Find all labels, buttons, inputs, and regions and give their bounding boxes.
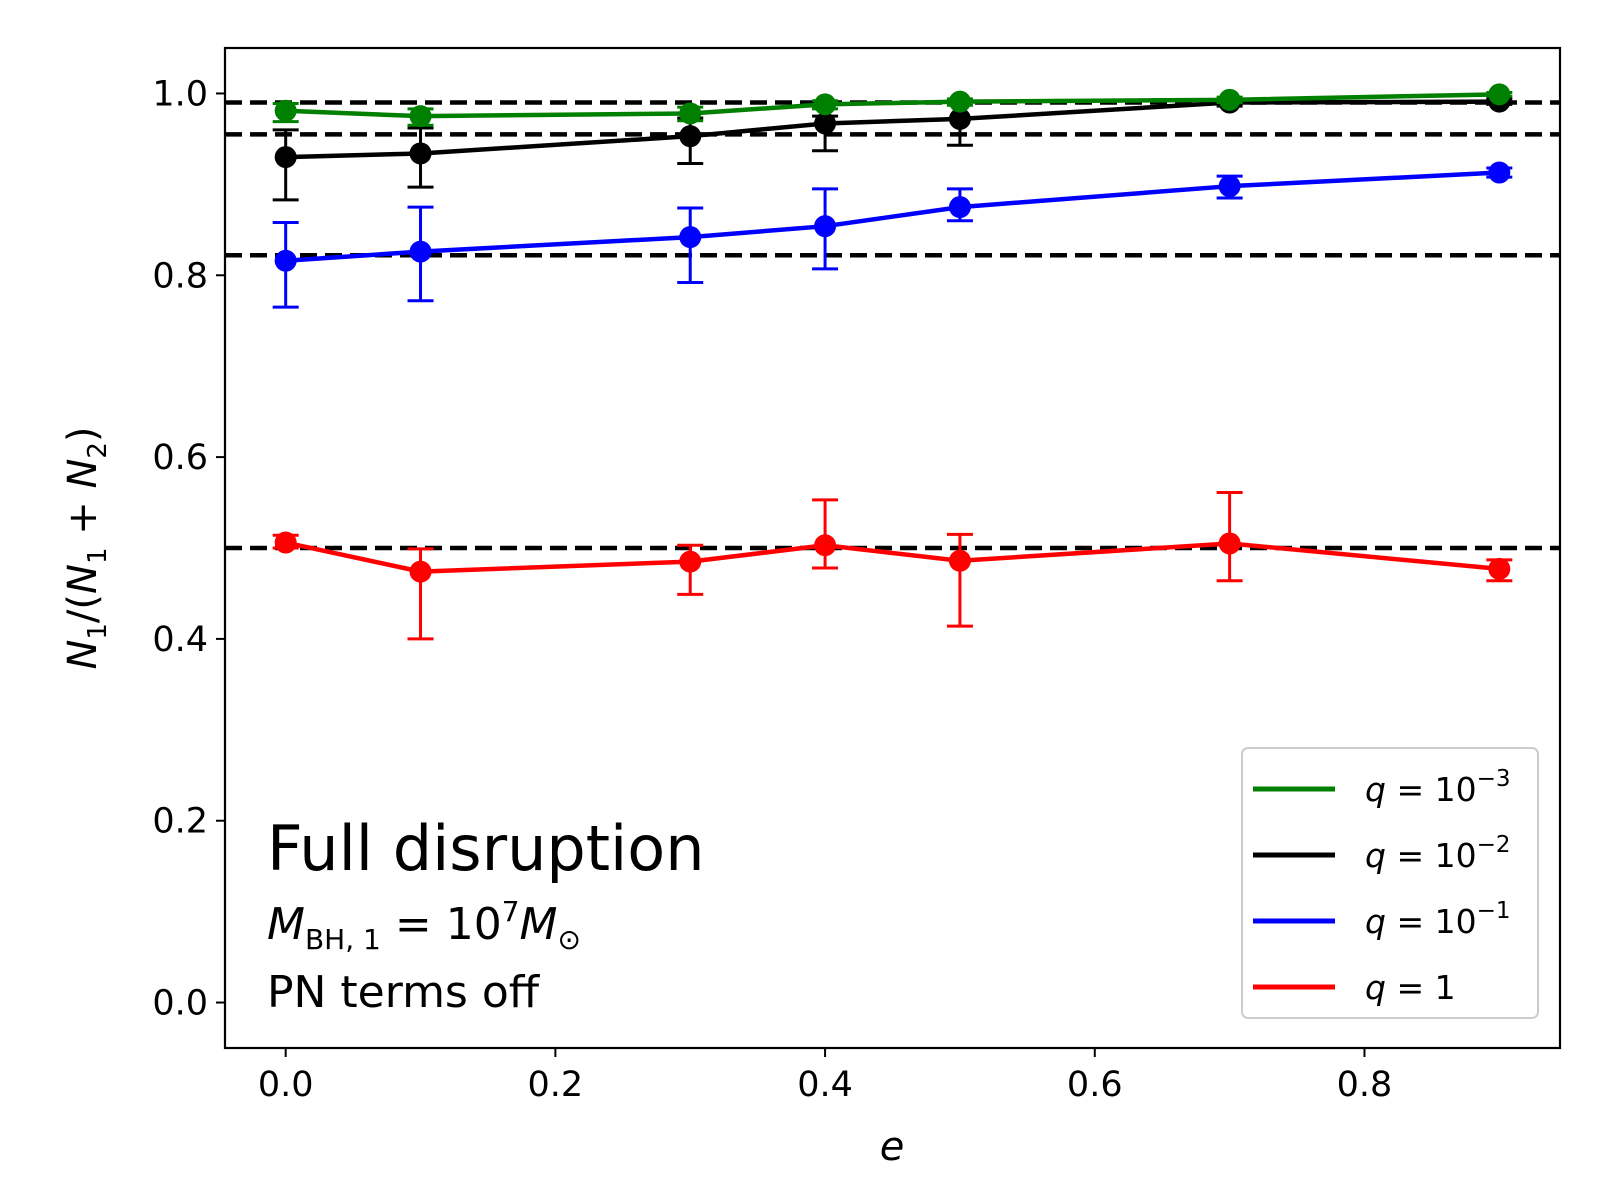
data-point [274,531,297,554]
data-point [1218,175,1241,198]
y-axis: 0.0 0.2 0.4 0.6 0.8 1.0 [152,74,225,1024]
data-point [274,99,297,122]
x-tick-label: 0.0 [258,1065,314,1105]
y-axis-label: N1/(N1 + N2) [60,426,113,669]
data-point [948,196,971,219]
x-axis-label: e [880,1124,905,1170]
data-point [814,215,837,238]
series-layer [272,83,1513,641]
series-3 [272,491,1513,641]
x-axis: 0.0 0.2 0.4 0.6 0.8 [258,1048,1392,1105]
data-point [274,249,297,272]
plot-frame [223,46,1562,1050]
data-point [814,93,837,116]
legend-box [1241,747,1539,1019]
legend: q = 10−3 q = 10−2 q = 10−1 q = 1 [1241,747,1539,1019]
data-point [948,90,971,113]
data-point [1218,532,1241,555]
series-0 [272,83,1513,128]
x-tick-label: 0.8 [1337,1065,1393,1105]
x-tick-label: 0.2 [528,1065,584,1105]
annotation-pn: PN terms off [267,967,541,1018]
y-tick-label: 0.8 [152,256,208,296]
mass-exponent: 7 [502,895,520,928]
mass-solar-symbol: M [520,899,558,950]
data-point [409,105,432,128]
x-tick-label: 0.6 [1067,1065,1123,1105]
legend-label: q = 1 [1365,968,1456,1007]
y-tick-label: 0.6 [152,438,208,478]
legend-label: q = 10−3 [1365,766,1510,809]
annotation-mass: MBH, 1 = 107M⊙ [267,895,581,956]
annotation-title: Full disruption [267,812,705,885]
data-point [679,226,702,249]
data-point [1218,88,1241,111]
data-point [409,560,432,583]
sun-symbol: ⊙ [557,923,580,956]
y-tick-label: 0.2 [152,802,208,842]
data-point [1488,83,1511,106]
legend-label: q = 10−1 [1365,898,1510,941]
data-point [409,142,432,165]
y-tick-label: 1.0 [152,74,208,114]
data-point [679,102,702,125]
data-point [274,146,297,169]
mass-equals: = 10 [381,899,502,950]
series-2 [272,161,1513,309]
data-point [814,534,837,557]
data-point [948,107,971,130]
mass-subscript: BH, 1 [305,923,381,956]
x-tick-label: 0.4 [797,1065,853,1105]
legend-label: q = 10−2 [1365,832,1510,875]
data-point [948,549,971,572]
data-point [409,240,432,263]
y-tick-label: 0.0 [152,984,208,1024]
data-point [814,112,837,135]
mass-symbol: M [267,899,305,950]
data-point [1488,161,1511,184]
data-point [679,125,702,148]
data-point [1488,557,1511,580]
data-point [679,550,702,573]
y-tick-label: 0.4 [152,620,208,660]
